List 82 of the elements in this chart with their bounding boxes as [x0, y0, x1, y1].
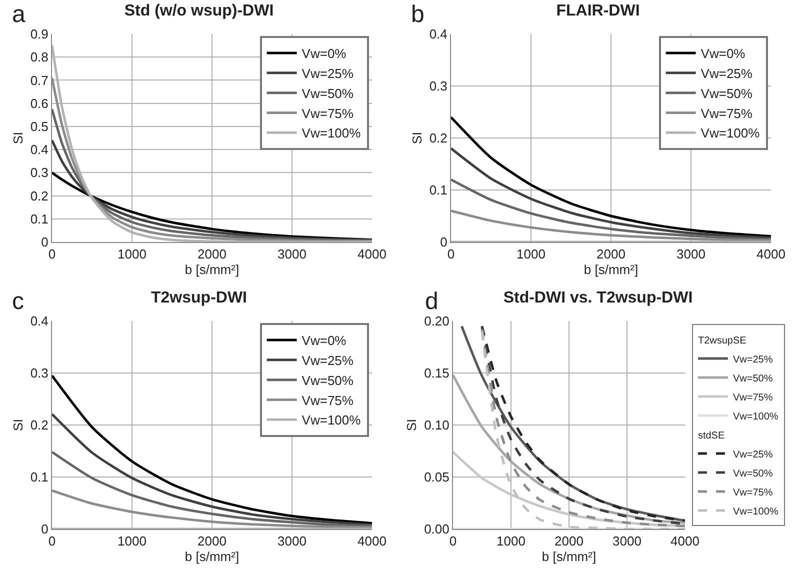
x-tick-label: 2000 [554, 534, 584, 549]
legend-label: Vw=50% [732, 468, 773, 480]
legend-label: Vw=25% [732, 354, 773, 366]
legend-label: Vw=75% [732, 392, 773, 404]
legend-label: Vw=0% [700, 46, 746, 62]
x-tick-label: 1000 [118, 246, 146, 262]
y-tick-label: 0.1 [30, 470, 48, 485]
y-tick-label: 0.9 [30, 26, 48, 42]
x-tick-label: 1000 [118, 534, 146, 549]
x-tick-label: 2000 [198, 246, 226, 262]
legend-label: Vw=75% [700, 106, 753, 121]
chart-title: Std-DWI vs. T2wsup-DWI [503, 290, 693, 307]
y-tick-label: 0.2 [30, 188, 48, 204]
y-tick-label: 0.00 [424, 522, 450, 537]
x-tick-label: 3000 [612, 534, 642, 549]
y-tick-label: 0 [41, 234, 48, 250]
chart-title: T2wsup-DWI [151, 290, 247, 307]
x-tick-label: 4000 [358, 534, 386, 549]
legend-label: Vw=50% [732, 373, 773, 384]
y-tick-label: 0.3 [30, 165, 48, 180]
legend-label: Vw=50% [700, 86, 753, 101]
legend-label: Vw=25% [732, 449, 773, 460]
y-axis-title: SI [10, 132, 26, 144]
x-tick-label: 4000 [358, 246, 386, 262]
text: a [12, 1, 26, 28]
y-tick-label: 0.3 [429, 78, 448, 94]
legend-label: Vw=50% [302, 86, 354, 101]
y-tick-label: 0.4 [30, 314, 48, 329]
text: T2wsupSE [698, 335, 747, 346]
legend-label: Vw=100% [302, 126, 362, 141]
y-tick-label: 0.2 [429, 130, 448, 146]
legend-label: Vw=75% [302, 392, 354, 408]
x-axis-title: b [s/mm²] [584, 262, 638, 278]
text: c [12, 288, 24, 315]
y-tick-label: 0.6 [30, 96, 48, 111]
legend-label: Vw=0% [302, 46, 347, 62]
y-axis-title: SI [10, 418, 26, 432]
chart-title: FLAIR-DWI [556, 2, 640, 20]
x-tick-label: 1000 [516, 246, 546, 262]
legend-label: Vw=25% [302, 353, 354, 368]
legend-label: Vw=100% [302, 412, 362, 428]
legend-label: Vw=0% [302, 333, 347, 348]
legend-label: Vw=50% [302, 372, 354, 388]
y-tick-label: 0 [41, 522, 48, 537]
text: d [425, 288, 438, 315]
legend-label: Vw=25% [302, 66, 354, 81]
x-tick-label: 4000 [756, 246, 786, 262]
y-tick-label: 0.15 [424, 366, 450, 381]
text: b [411, 1, 424, 28]
x-tick-label: 1000 [496, 534, 526, 549]
y-tick-label: 0.10 [424, 418, 450, 433]
x-tick-label: 4000 [670, 534, 700, 549]
y-tick-label: 0.7 [30, 72, 48, 88]
y-tick-label: 0.8 [30, 50, 48, 65]
y-tick-label: 0.1 [429, 182, 448, 198]
y-tick-label: 0.20 [424, 314, 450, 329]
legend-label: Vw=75% [302, 106, 354, 121]
y-tick-label: 0.1 [30, 211, 48, 226]
y-tick-label: 0 [440, 234, 448, 250]
x-tick-label: 3000 [676, 246, 706, 262]
y-axis-title: SI [409, 132, 424, 144]
y-tick-label: 0.05 [424, 470, 450, 485]
y-tick-label: 0.2 [30, 418, 48, 433]
legend-label: Vw=100% [732, 411, 778, 422]
x-axis-title: b [s/mm²] [542, 549, 596, 564]
legend-label: Vw=75% [732, 487, 773, 498]
text: stdSE [698, 430, 725, 442]
x-tick-label: 2000 [198, 534, 226, 549]
y-tick-label: 0.3 [30, 366, 48, 381]
chart-title: Std (w/o wsup)-DWI [124, 2, 274, 20]
x-tick-label: 2000 [596, 246, 626, 262]
x-axis-title: b [s/mm²] [184, 549, 240, 564]
y-axis-title: SI [404, 418, 420, 432]
x-tick-label: 3000 [278, 246, 306, 262]
legend-label: Vw=25% [700, 66, 753, 81]
legend-label: Vw=100% [732, 506, 778, 518]
y-tick-label: 0.5 [30, 118, 48, 134]
x-tick-label: 3000 [278, 534, 306, 549]
legend-label: Vw=100% [700, 126, 760, 141]
x-axis-title: b [s/mm²] [184, 262, 240, 278]
y-tick-label: 0.4 [30, 142, 48, 158]
y-tick-label: 0.4 [429, 26, 448, 42]
